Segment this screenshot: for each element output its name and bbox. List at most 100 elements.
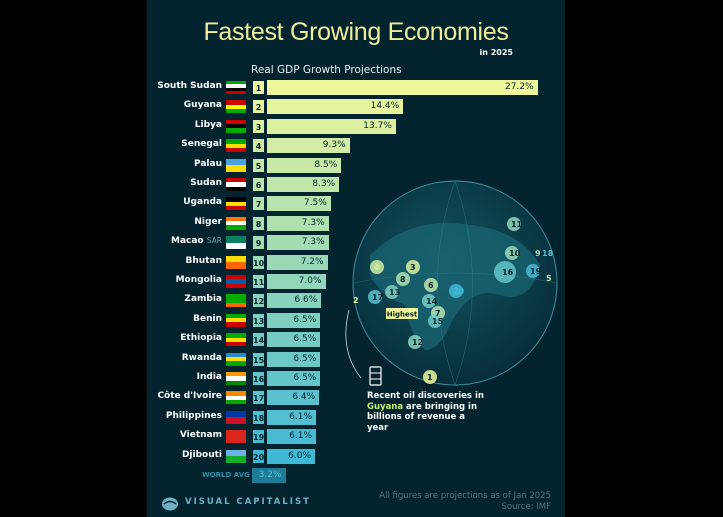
country-region — [368, 290, 382, 304]
country-name: Sudan — [190, 178, 222, 188]
chart-title: Real GDP Growth Projections — [251, 64, 402, 76]
country-name: Vietnam — [179, 430, 222, 441]
rank-badge: 20 — [252, 448, 265, 464]
bar: 8.3% — [267, 177, 340, 192]
map-rank-label: 18 — [542, 249, 554, 258]
map-rank-label: 14 — [426, 297, 438, 306]
bar-row: Guyana 2 14.4% — [147, 99, 565, 115]
country-region — [408, 335, 422, 349]
country-region — [428, 314, 442, 328]
country-region — [423, 370, 437, 384]
map-rank-label: 2 — [353, 296, 359, 305]
map-rank-label: 16 — [502, 268, 514, 277]
country-label: Benin — [147, 314, 222, 324]
note-text: Recent oil discoveries in — [367, 391, 484, 401]
country-label: Côte d'Ivoire — [147, 391, 222, 401]
country-flag-icon — [226, 236, 246, 250]
bar: 6.5% — [267, 351, 321, 367]
map-rank-label: 9 — [535, 249, 541, 258]
country-label: Djibouti — [147, 450, 222, 460]
country-name: Niger — [194, 216, 222, 227]
map-rank-label: 6 — [428, 281, 434, 290]
bar-row: Djibouti 20 6.0% — [147, 448, 565, 464]
bar-row: Senegal 4 9.3% — [147, 138, 565, 154]
highest-label: Highest — [387, 311, 418, 319]
bar: 7.2% — [267, 254, 328, 270]
bar-row: Sudan 6 8.3% — [147, 177, 565, 192]
country-flag-icon — [226, 372, 246, 385]
note-highlight: Guyana — [367, 401, 404, 412]
map-rank-label: 17 — [372, 293, 383, 302]
country-flag-icon — [226, 352, 246, 366]
rank-badge: 7 — [252, 196, 265, 212]
map-rank-label: 3 — [410, 263, 416, 272]
bar: 8.5% — [267, 157, 342, 173]
rank-badge: 19 — [252, 429, 265, 445]
bar-row: Benin 13 6.5% — [147, 312, 565, 328]
country-name: Djibouti — [181, 449, 222, 460]
bar: 6.1% — [267, 409, 317, 425]
rank-badge: 5 — [252, 157, 265, 173]
country-label: Guyana — [147, 100, 222, 110]
country-flag-icon — [226, 81, 246, 94]
bar: 14.4% — [267, 99, 404, 115]
country-region — [494, 261, 516, 283]
bar-row: Bhutan 10 7.2% — [147, 254, 565, 270]
rank-badge: 12 — [252, 293, 265, 309]
pointer-arrow — [345, 309, 362, 379]
map-rank-label: 15 — [432, 317, 444, 326]
country-flag-icon — [226, 255, 246, 269]
country-flag-icon — [226, 139, 246, 153]
map-rank-label: 12 — [412, 338, 423, 347]
bar-row: Palau 5 8.5% — [147, 157, 565, 173]
bar-row: Uganda 7 7.5% — [147, 196, 565, 212]
map-rank-label: 11 — [511, 220, 523, 229]
country-label: Philippines — [147, 411, 222, 421]
bar-row: Mongolia 11 7.0% — [147, 274, 565, 289]
country-name: Senegal — [181, 139, 222, 150]
map-rank-label: 8 — [400, 275, 406, 284]
country-flag-icon — [226, 449, 246, 463]
rank-badge: 9 — [252, 235, 265, 251]
country-name: India — [196, 372, 222, 382]
bar: 13.7% — [267, 118, 396, 134]
country-label: India — [147, 372, 222, 382]
annotation-note: Recent oil discoveries in Guyana are bri… — [367, 391, 487, 433]
bar: 6.5% — [267, 312, 321, 328]
country-label: Zambia — [147, 294, 222, 304]
country-name: Rwanda — [181, 352, 222, 363]
bar-row: Ethiopia 14 6.5% — [147, 332, 565, 348]
rank-badge: 16 — [252, 371, 265, 386]
subtitle: in 2025 — [479, 48, 514, 57]
rank-badge: 17 — [252, 390, 265, 406]
country-label: Palau — [147, 159, 222, 169]
country-flag-icon — [226, 313, 246, 327]
footer-source-text: Source: IMF — [501, 501, 552, 512]
country-flag-icon — [226, 391, 246, 405]
rank-badge: 6 — [252, 177, 265, 192]
country-name: Ethiopia — [180, 333, 222, 344]
bar: 7.5% — [267, 196, 331, 212]
country-flag-icon — [226, 294, 246, 308]
country-label: Ethiopia — [147, 333, 222, 343]
country-region — [396, 272, 410, 286]
country-flag-icon — [226, 158, 246, 172]
rank-badge: 8 — [252, 215, 265, 231]
bar-row: Vietnam 19 6.1% — [147, 429, 565, 445]
bar-row: Côte d'Ivoire 17 6.4% — [147, 390, 565, 406]
bar: 7.0% — [267, 274, 326, 289]
map-rank-label: 1 — [427, 373, 433, 382]
rank-badge: 15 — [252, 351, 265, 367]
country-region — [507, 217, 521, 231]
country-label: Rwanda — [147, 353, 222, 363]
bar: 6.6% — [267, 293, 322, 309]
brand-logo: VISUAL CAPITALIST — [185, 497, 311, 507]
country-label: Uganda — [147, 197, 222, 207]
country-flag-icon — [226, 216, 246, 230]
bar: 7.3% — [267, 235, 329, 251]
country-name: Guyana — [183, 100, 222, 111]
bar: 6.5% — [267, 371, 321, 386]
map-rank-label: 13 — [389, 288, 400, 297]
bar: 27.2% — [267, 80, 538, 95]
